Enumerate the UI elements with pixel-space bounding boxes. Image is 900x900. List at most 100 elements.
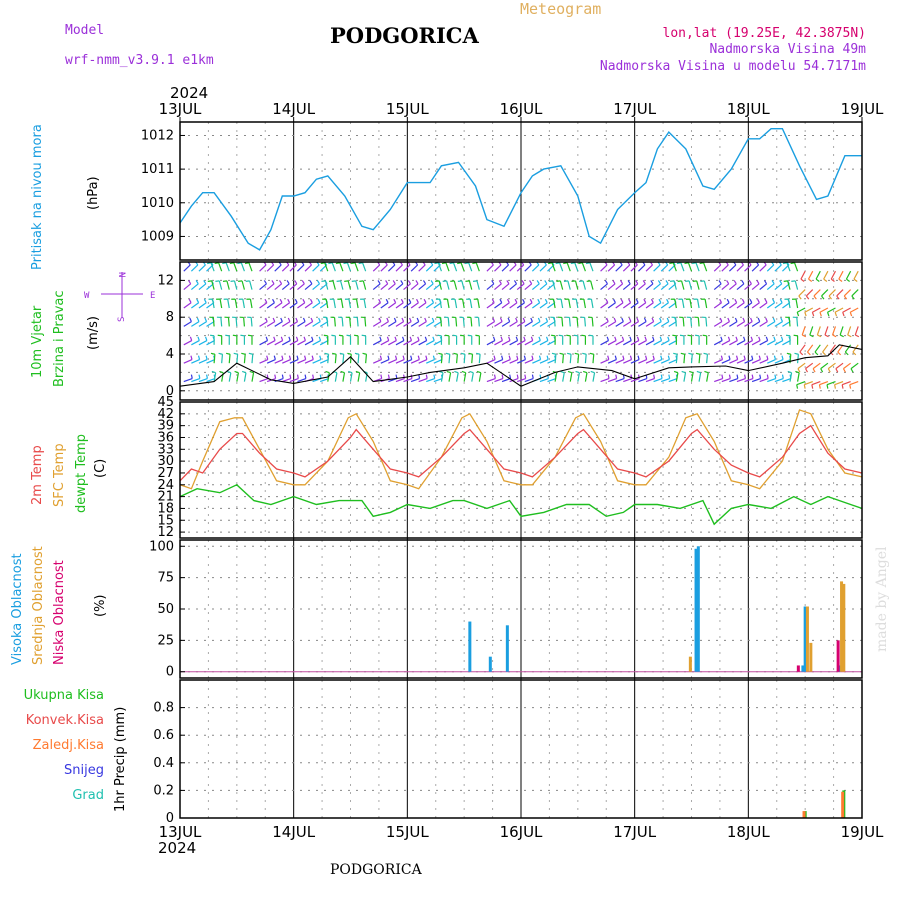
wind-barb — [645, 358, 655, 364]
temp2m-line — [179, 424, 863, 482]
cloud-high-bar — [505, 625, 509, 672]
wind-barb-flag — [566, 334, 571, 337]
wind-barb — [516, 264, 525, 272]
wind-barb-flag — [843, 295, 848, 300]
x-tick-label-top: 18JUL — [727, 100, 770, 118]
wind-barb — [729, 358, 738, 364]
wind-barb — [191, 358, 200, 364]
wind-barb-flag — [188, 298, 192, 303]
wind-barb-flag — [651, 317, 655, 322]
wind-barb — [206, 340, 215, 346]
wind-barb-flag — [241, 370, 247, 374]
wind-barb-flag — [531, 374, 534, 379]
wind-barb — [501, 321, 511, 327]
precip-legend-hail: Grad — [72, 788, 104, 803]
x-tick-label-bottom: 16JUL — [500, 823, 543, 841]
wind-barb-flag — [538, 355, 542, 360]
wind-barb-flag — [785, 334, 791, 337]
wind-barb — [395, 302, 404, 309]
wind-barb — [623, 358, 632, 364]
wind-barb — [660, 283, 669, 291]
y-tick-label: 21 — [157, 490, 174, 505]
wind-barb-flag — [288, 355, 292, 360]
wind-barb-flag — [779, 298, 783, 303]
wind-barb — [191, 302, 200, 309]
wind-barb-flag — [500, 336, 503, 341]
wind-barb-flag — [493, 355, 496, 360]
wind-barb-flag — [508, 355, 511, 360]
wind-barb-flag — [498, 280, 502, 285]
wind-barb — [410, 377, 420, 383]
wind-barb-flag — [190, 355, 193, 360]
wind-barb-flag — [764, 298, 768, 303]
y-tick-label: 36 — [157, 430, 174, 445]
y-tick-label: 45 — [157, 395, 174, 410]
wind-barb-flag — [335, 262, 340, 265]
wind-barb-flag — [570, 262, 575, 265]
wind-barb — [363, 299, 367, 309]
wind-barb — [342, 372, 346, 382]
wind-barb — [319, 302, 328, 309]
wind-barb-flag — [805, 368, 809, 373]
wind-barb — [704, 299, 708, 309]
wind-barb-flag — [530, 336, 534, 341]
wind-barb — [440, 317, 443, 327]
wind-barb-flag — [425, 355, 428, 360]
wind-barb — [433, 321, 442, 327]
wind-barb-flag — [347, 352, 352, 355]
y-tick-label: 8 — [166, 310, 174, 325]
wind-barb — [460, 262, 465, 272]
wind-barb — [703, 280, 708, 290]
wind-barb — [243, 317, 246, 327]
wind-barb-flag — [551, 352, 557, 355]
compass-west: W — [84, 291, 90, 301]
wind-barb-flag — [560, 370, 565, 374]
wind-barb — [236, 354, 239, 364]
wind-barb-flag — [457, 262, 462, 265]
wind-barb — [568, 317, 571, 327]
compass-north: N — [116, 272, 126, 277]
wind-barb-flag — [757, 317, 761, 322]
wind-barb — [509, 340, 518, 346]
wind-barb — [468, 280, 473, 290]
wind-barb-flag — [415, 280, 419, 285]
wind-barb-flag — [812, 368, 816, 373]
wind-barb — [440, 372, 444, 382]
wind-barb — [332, 280, 336, 290]
wind-barb — [297, 358, 306, 364]
wind-barb — [839, 326, 844, 336]
wind-barb — [581, 262, 586, 272]
wind-barb-flag — [741, 298, 745, 303]
wind-barb-flag — [226, 352, 231, 355]
wind-barb-flag — [801, 334, 807, 338]
wind-barb — [266, 264, 275, 272]
wind-barb — [357, 354, 360, 364]
wind-barb-flag — [515, 336, 519, 341]
wind-barb-flag — [578, 262, 583, 265]
wind-barb — [274, 302, 283, 309]
wind-barb-flag — [750, 317, 753, 322]
wind-barb — [455, 354, 458, 364]
wind-barb — [713, 283, 722, 291]
wind-barb — [560, 299, 564, 309]
wind-barb — [403, 264, 411, 272]
wind-barb — [590, 299, 594, 309]
wind-barb-flag — [733, 280, 737, 285]
wind-barb — [426, 377, 435, 383]
wind-barb — [289, 340, 299, 346]
wind-barb — [574, 262, 579, 272]
wind-barb — [304, 302, 313, 309]
wind-barb-flag — [658, 298, 662, 303]
wind-barb — [531, 264, 540, 272]
wind-barb-flag — [735, 336, 738, 341]
wind-barb-flag — [499, 298, 503, 303]
wind-barb — [259, 283, 267, 291]
wind-barb — [673, 280, 677, 290]
wind-barb-flag — [452, 334, 457, 337]
wind-barb-flag — [734, 298, 738, 303]
wind-barb — [675, 354, 678, 364]
wind-barb-flag — [660, 374, 663, 379]
wind-barb — [235, 317, 238, 327]
wind-barb — [672, 262, 677, 272]
wind-barb-flag — [574, 352, 579, 355]
